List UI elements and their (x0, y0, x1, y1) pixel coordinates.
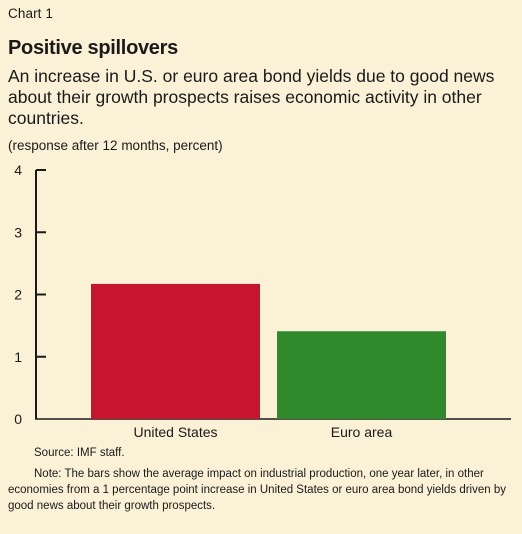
source-note: Source: IMF staff. (34, 447, 125, 459)
bar (91, 283, 260, 419)
chart-number-label: Chart 1 (8, 6, 53, 21)
y-tick-label: 2 (14, 287, 22, 303)
y-tick-label: 1 (14, 349, 22, 365)
x-category-label: United States (133, 424, 217, 440)
chart-title: Positive spillovers (8, 37, 178, 59)
footnote: Note: The bars show the average impact o… (8, 468, 506, 512)
bar (277, 331, 446, 419)
chart-subtitle: An increase in U.S. or euro area bond yi… (8, 66, 495, 128)
x-category-label: Euro area (331, 424, 393, 440)
y-tick-label: 4 (14, 162, 22, 178)
units-label: (response after 12 months, percent) (8, 138, 223, 153)
y-tick-label: 0 (14, 411, 22, 427)
y-tick-label: 3 (14, 224, 22, 240)
